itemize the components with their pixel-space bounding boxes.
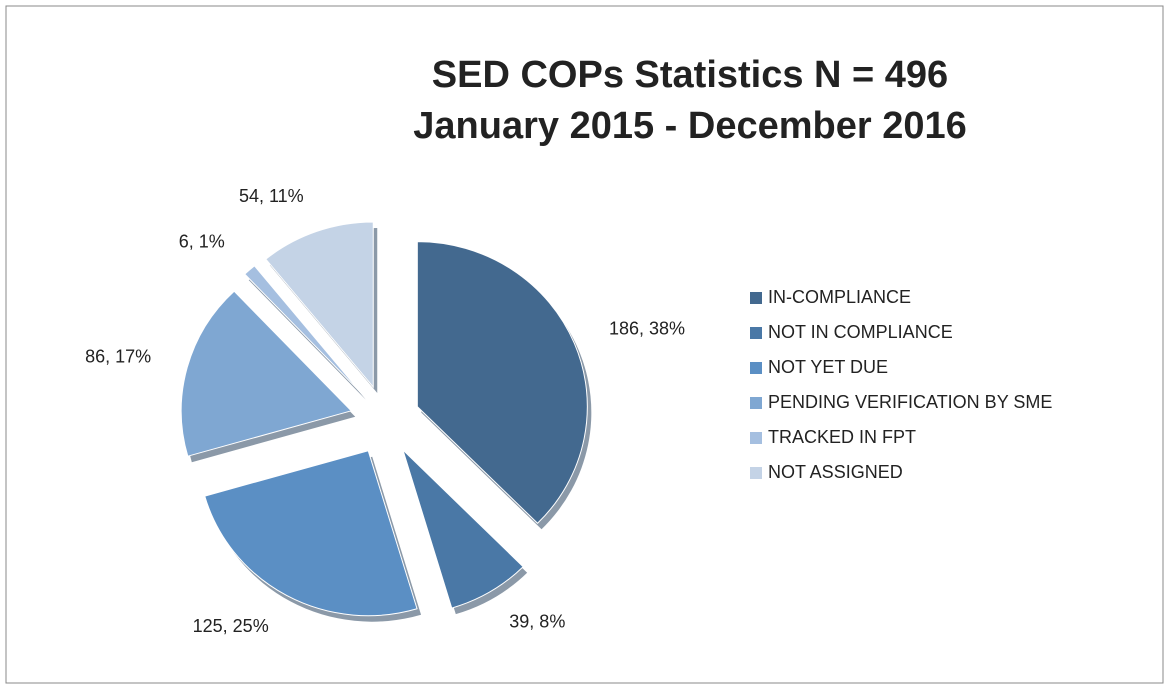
legend-label: NOT YET DUE — [768, 357, 888, 377]
legend-label: NOT ASSIGNED — [768, 462, 903, 482]
legend-label: TRACKED IN FPT — [768, 427, 916, 447]
pie-slice — [244, 265, 363, 395]
legend-swatch — [750, 292, 762, 304]
legend-swatch — [750, 397, 762, 409]
data-label: 39, 8% — [509, 612, 565, 632]
pie-slice — [204, 450, 418, 617]
legend-swatch — [750, 362, 762, 374]
chart-title: SED COPs Statistics N = 496 — [432, 54, 948, 96]
data-label: 186, 38% — [609, 318, 685, 338]
data-label: 86, 17% — [85, 347, 151, 367]
pie-slice — [265, 221, 374, 389]
data-label: 54, 11% — [239, 186, 304, 206]
legend-swatch — [750, 327, 762, 339]
pie-slice — [402, 449, 524, 609]
pie-slice — [416, 241, 588, 524]
legend-label: NOT IN COMPLIANCE — [768, 322, 953, 342]
data-label: 6, 1% — [179, 231, 225, 251]
pie-slice — [180, 290, 353, 457]
data-label: 125, 25% — [193, 616, 269, 636]
legend-label: IN-COMPLIANCE — [768, 287, 911, 307]
legend-label: PENDING VERIFICATION BY SME — [768, 392, 1052, 412]
legend-swatch — [750, 467, 762, 479]
legend-swatch — [750, 432, 762, 444]
chart-subtitle: January 2015 - December 2016 — [413, 105, 966, 147]
